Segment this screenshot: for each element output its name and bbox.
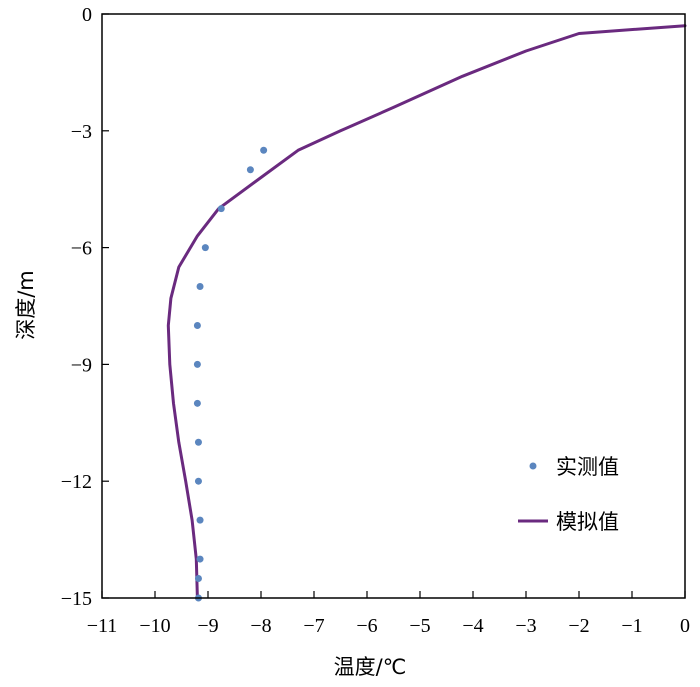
x-tick-label: −1	[621, 615, 642, 637]
legend: 实测值 模拟值	[518, 455, 619, 534]
measured-point	[260, 146, 268, 154]
y-axis-title: 深度/m	[14, 270, 38, 340]
x-tick-label: −11	[87, 615, 118, 637]
x-tick-label: −3	[515, 615, 536, 637]
measured-point	[196, 555, 204, 563]
measured-point	[194, 438, 202, 446]
x-tick-label: −5	[409, 615, 430, 637]
x-tick-label: −4	[462, 615, 483, 637]
measured-point	[196, 516, 204, 524]
x-tick-label: −6	[356, 615, 377, 637]
x-axis-title: 温度/℃	[334, 655, 407, 679]
y-tick-label: −3	[71, 121, 92, 143]
measured-point	[196, 283, 204, 291]
x-tick-label: −8	[250, 615, 271, 637]
x-tick-label: −7	[303, 615, 324, 637]
y-tick-label: −15	[61, 588, 92, 610]
y-tick-label: −6	[71, 238, 92, 260]
measured-point	[193, 360, 201, 368]
measured-point	[194, 575, 202, 583]
y-tick-label: −9	[71, 354, 92, 376]
x-tick-label: −9	[197, 615, 218, 637]
measured-point	[194, 477, 202, 485]
x-tick-label: −2	[568, 615, 589, 637]
measured-point	[246, 166, 254, 174]
measured-point	[217, 205, 225, 213]
measured-point	[201, 244, 209, 252]
x-tick-label: 0	[680, 615, 690, 637]
ticks: −11 −10 −9 −8 −7 −6 −5 −4 −3 −2 −1 00−3−6−9−12−15	[61, 4, 690, 637]
measured-point	[193, 399, 201, 407]
axes	[101, 13, 686, 599]
y-tick-label: −12	[61, 471, 92, 493]
y-tick-label: 0	[82, 4, 92, 26]
measured-point	[193, 321, 201, 329]
legend-marker-measured	[529, 462, 537, 470]
plot-frame	[101, 13, 686, 599]
simulated-line	[166, 24, 687, 600]
x-tick-label: −10	[139, 615, 170, 637]
legend-label-simulated: 模拟值	[556, 510, 619, 534]
legend-label-measured: 实测值	[556, 455, 619, 479]
